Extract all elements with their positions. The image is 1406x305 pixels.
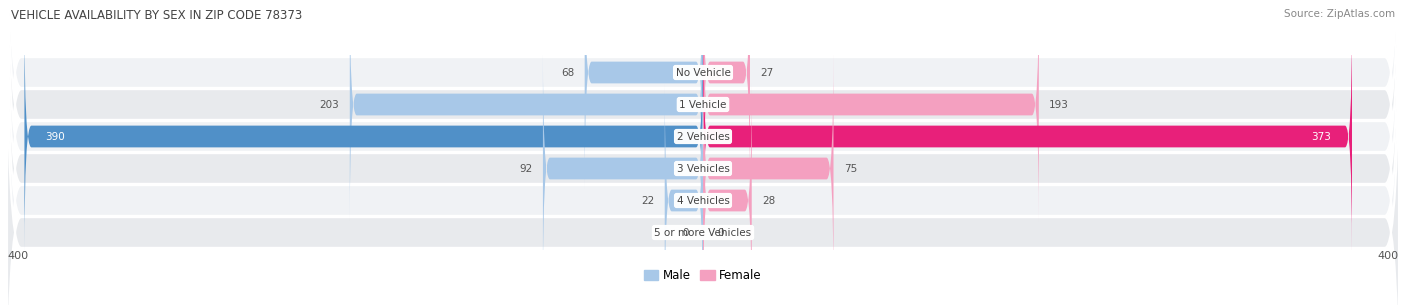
FancyBboxPatch shape xyxy=(7,0,1399,305)
Text: 68: 68 xyxy=(561,67,574,77)
Text: 5 or more Vehicles: 5 or more Vehicles xyxy=(654,228,752,238)
FancyBboxPatch shape xyxy=(703,0,1039,222)
FancyBboxPatch shape xyxy=(350,0,703,222)
Text: 2 Vehicles: 2 Vehicles xyxy=(676,131,730,142)
FancyBboxPatch shape xyxy=(703,0,749,190)
Text: 22: 22 xyxy=(641,196,654,206)
Text: Source: ZipAtlas.com: Source: ZipAtlas.com xyxy=(1284,9,1395,19)
FancyBboxPatch shape xyxy=(703,20,1353,254)
Text: 75: 75 xyxy=(844,163,858,174)
Text: 400: 400 xyxy=(1378,251,1399,261)
Text: 0: 0 xyxy=(717,228,724,238)
Text: 203: 203 xyxy=(319,99,339,109)
Text: 390: 390 xyxy=(45,131,65,142)
Text: 1 Vehicle: 1 Vehicle xyxy=(679,99,727,109)
FancyBboxPatch shape xyxy=(24,20,703,254)
Text: No Vehicle: No Vehicle xyxy=(675,67,731,77)
FancyBboxPatch shape xyxy=(7,0,1399,305)
Text: 0: 0 xyxy=(682,228,689,238)
Text: VEHICLE AVAILABILITY BY SEX IN ZIP CODE 78373: VEHICLE AVAILABILITY BY SEX IN ZIP CODE … xyxy=(11,9,302,22)
FancyBboxPatch shape xyxy=(703,51,834,285)
Text: 28: 28 xyxy=(762,196,775,206)
Text: 193: 193 xyxy=(1049,99,1069,109)
FancyBboxPatch shape xyxy=(703,83,752,305)
Legend: Male, Female: Male, Female xyxy=(640,265,766,287)
Text: 400: 400 xyxy=(7,251,28,261)
Text: 373: 373 xyxy=(1312,131,1331,142)
FancyBboxPatch shape xyxy=(7,0,1399,305)
FancyBboxPatch shape xyxy=(7,0,1399,305)
FancyBboxPatch shape xyxy=(7,0,1399,305)
FancyBboxPatch shape xyxy=(7,0,1399,305)
Text: 27: 27 xyxy=(761,67,773,77)
FancyBboxPatch shape xyxy=(665,83,703,305)
Text: 3 Vehicles: 3 Vehicles xyxy=(676,163,730,174)
FancyBboxPatch shape xyxy=(585,0,703,190)
Text: 92: 92 xyxy=(519,163,533,174)
FancyBboxPatch shape xyxy=(543,51,703,285)
Text: 4 Vehicles: 4 Vehicles xyxy=(676,196,730,206)
